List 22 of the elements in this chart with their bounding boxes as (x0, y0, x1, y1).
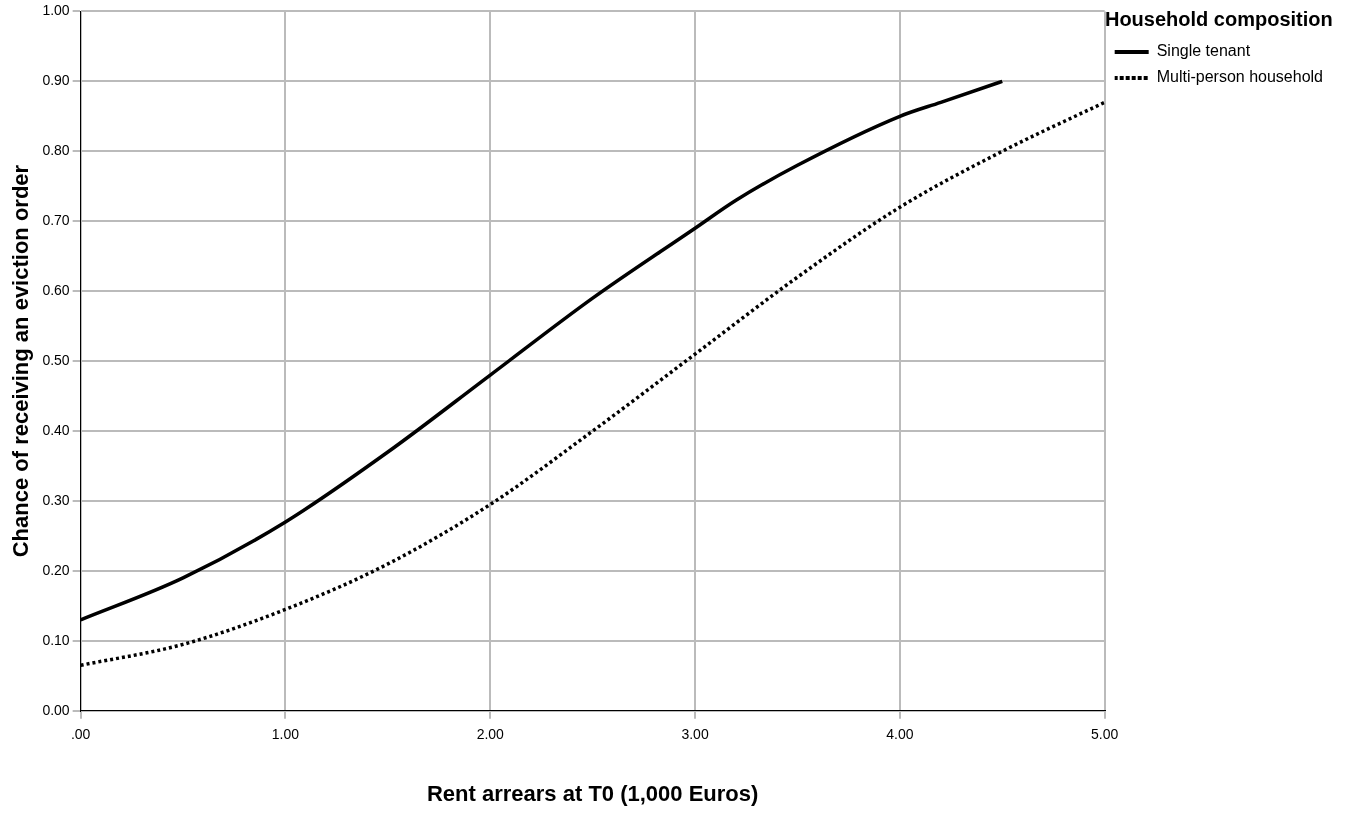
y-tick-label: 0.70 (42, 212, 70, 229)
y-tick-label: 0.60 (42, 282, 70, 299)
y-tick-label: 0.80 (42, 142, 70, 159)
y-tick-label: 0.90 (42, 72, 70, 89)
x-tick-label: .00 (70, 726, 91, 743)
y-tick-label: 0.10 (42, 631, 70, 648)
y-tick-label: 0.50 (42, 351, 70, 368)
legend-label: Single tenant (1156, 42, 1251, 60)
legend-label: Multi-person household (1156, 68, 1324, 86)
x-tick-label: 1.00 (271, 726, 300, 743)
y-tick-label: 1.00 (42, 2, 70, 19)
x-tick-label: 5.00 (1091, 726, 1119, 743)
legend-title: Household composition (1104, 7, 1333, 30)
x-tick-label: 3.00 (681, 726, 709, 743)
y-tick-label: 0.40 (42, 421, 70, 438)
y-tick-label: 0.20 (42, 561, 70, 578)
x-tick-label: 4.00 (886, 726, 914, 743)
y-axis-title: Chance of receiving an eviction order (8, 164, 34, 558)
x-tick-label: 2.00 (476, 726, 505, 743)
y-tick-label: 0.30 (42, 491, 70, 508)
x-axis-title: Rent arrears at T0 (1,000 Euros) (426, 780, 759, 806)
y-tick-label: 0.00 (42, 701, 70, 718)
